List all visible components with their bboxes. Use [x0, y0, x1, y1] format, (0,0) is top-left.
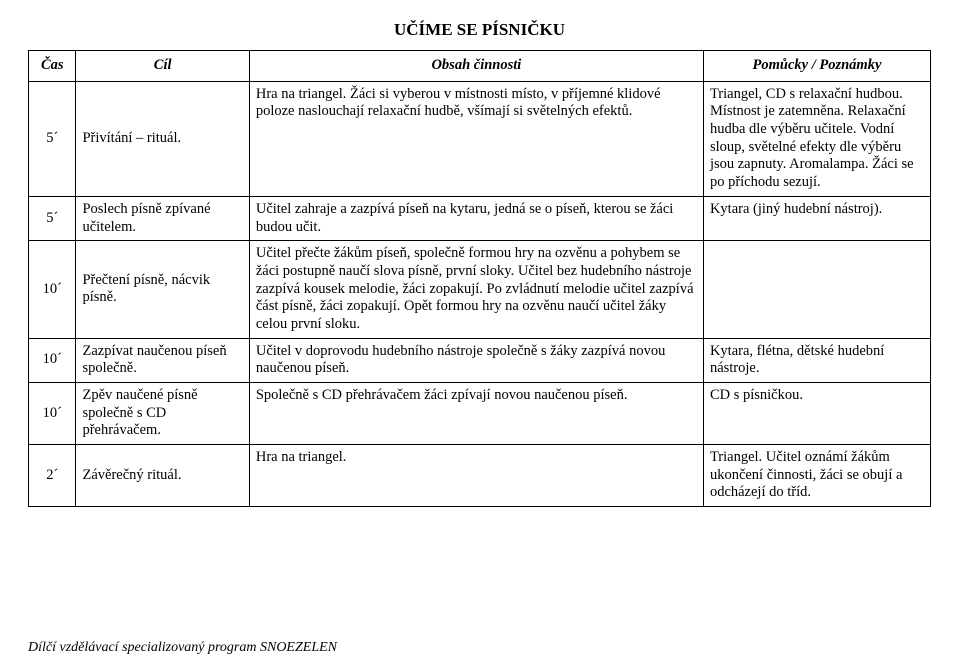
- page: UČÍME SE PÍSNIČKU Čas Cíl Obsah činnosti…: [0, 0, 959, 670]
- table-row: 5´ Poslech písně zpívané učitelem. Učite…: [29, 196, 931, 240]
- cell-pom: Triangel, CD s relaxační hudbou. Místnos…: [703, 81, 930, 196]
- cell-cil: Zpěv naučené písně společně s CD přehráv…: [76, 383, 249, 445]
- cell-pom: [703, 241, 930, 338]
- cell-obsah: Společně s CD přehrávačem žáci zpívají n…: [249, 383, 703, 445]
- cell-pom: CD s písničkou.: [703, 383, 930, 445]
- cell-pom: Triangel. Učitel oznámí žákům ukončení č…: [703, 445, 930, 507]
- cell-cas: 10´: [29, 241, 76, 338]
- lesson-table: Čas Cíl Obsah činnosti Pomůcky / Poznámk…: [28, 50, 931, 507]
- table-row: 10´ Zpěv naučené písně společně s CD pře…: [29, 383, 931, 445]
- cell-pom: Kytara, flétna, dětské hudební nástroje.: [703, 338, 930, 382]
- table-row: 5´ Přivítání – rituál. Hra na triangel. …: [29, 81, 931, 196]
- cell-cil: Závěrečný rituál.: [76, 445, 249, 507]
- col-header-obsah: Obsah činnosti: [249, 51, 703, 82]
- cell-pom: Kytara (jiný hudební nástroj).: [703, 196, 930, 240]
- cell-obsah: Hra na triangel. Žáci si vyberou v místn…: [249, 81, 703, 196]
- page-title: UČÍME SE PÍSNIČKU: [28, 20, 931, 40]
- cell-cil: Zazpívat naučenou píseň společně.: [76, 338, 249, 382]
- cell-obsah: Učitel zahraje a zazpívá píseň na kytaru…: [249, 196, 703, 240]
- table-row: 10´ Zazpívat naučenou píseň společně. Uč…: [29, 338, 931, 382]
- col-header-pom: Pomůcky / Poznámky: [703, 51, 930, 82]
- cell-obsah: Učitel přečte žákům píseň, společně form…: [249, 241, 703, 338]
- cell-cas: 10´: [29, 338, 76, 382]
- cell-obsah: Hra na triangel.: [249, 445, 703, 507]
- cell-obsah: Učitel v doprovodu hudebního nástroje sp…: [249, 338, 703, 382]
- table-row: 2´ Závěrečný rituál. Hra na triangel. Tr…: [29, 445, 931, 507]
- table-header-row: Čas Cíl Obsah činnosti Pomůcky / Poznámk…: [29, 51, 931, 82]
- cell-cas: 2´: [29, 445, 76, 507]
- col-header-cil: Cíl: [76, 51, 249, 82]
- cell-cas: 5´: [29, 196, 76, 240]
- cell-cas: 10´: [29, 383, 76, 445]
- footer-text: Dílčí vzdělávací specializovaný program …: [28, 640, 337, 656]
- cell-cil: Poslech písně zpívané učitelem.: [76, 196, 249, 240]
- col-header-cas: Čas: [29, 51, 76, 82]
- cell-cil: Přečtení písně, nácvik písně.: [76, 241, 249, 338]
- cell-cil: Přivítání – rituál.: [76, 81, 249, 196]
- cell-cas: 5´: [29, 81, 76, 196]
- table-row: 10´ Přečtení písně, nácvik písně. Učitel…: [29, 241, 931, 338]
